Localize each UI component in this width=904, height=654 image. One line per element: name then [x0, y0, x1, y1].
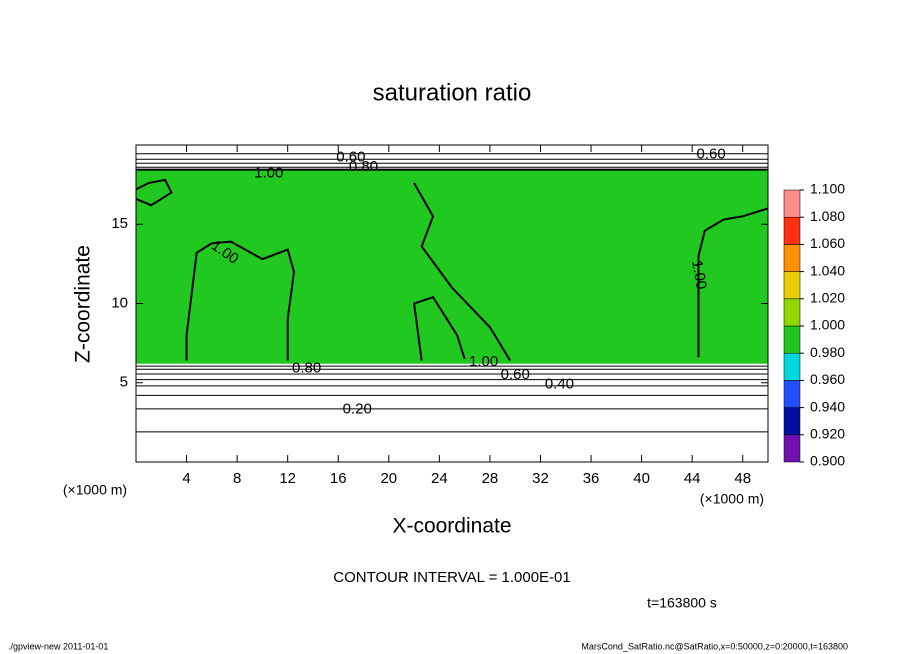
colorbar-tick-label: 0.940: [810, 398, 845, 414]
shaded-region: [136, 170, 768, 364]
x-tick-label: 44: [684, 470, 701, 487]
contour-line: [413, 182, 511, 362]
y-tick-label: 15: [111, 215, 128, 232]
x-tick-label: 32: [532, 470, 549, 487]
colorbar-band: [783, 407, 801, 436]
y-axis-label: Z-coordinate: [72, 245, 95, 363]
colorbar-band: [783, 352, 801, 381]
contour-label: 0.80: [292, 359, 321, 376]
y-tick-label: 10: [111, 294, 128, 311]
x-tick-label: 16: [330, 470, 347, 487]
colorbar-tick-label: 1.100: [810, 181, 845, 197]
contour-label: 0.60: [501, 366, 530, 383]
x-tick-label: 20: [380, 470, 397, 487]
colorbar-tick-label: 1.060: [810, 235, 845, 251]
contour-label: 1.00: [469, 353, 498, 370]
colorbar-tick-label: 1.080: [810, 208, 845, 224]
contour-label: 1.00: [688, 259, 710, 291]
colorbar-band: [783, 271, 801, 300]
contour-line: [697, 207, 768, 358]
colorbar-band: [783, 216, 801, 245]
contour-label: 0.60: [336, 149, 365, 166]
x-unit: (×1000 m): [700, 491, 764, 507]
contour-label: 0.40: [545, 375, 574, 392]
colorbar-tick-label: 1.000: [810, 317, 845, 333]
x-tick-label: 12: [279, 470, 296, 487]
x-tick-label: 8: [233, 470, 241, 487]
contour-label: 0.20: [343, 401, 372, 418]
contour-interval: CONTOUR INTERVAL = 1.000E-01: [333, 569, 570, 586]
colorbar-band: [783, 325, 801, 354]
y-tick-label: 5: [120, 374, 128, 391]
colorbar-tick-label: 0.920: [810, 426, 845, 442]
colorbar-tick-label: 1.040: [810, 262, 845, 278]
x-axis-label: X-coordinate: [392, 515, 511, 538]
plot-area: 1.00 0.800.60 0.601.001.000.80 1.000.600.40…: [136, 145, 768, 433]
x-tick-label: 40: [633, 470, 650, 487]
colorbar-tick-label: 0.960: [810, 371, 845, 387]
colorbar-band: [783, 380, 801, 408]
contour-label: 0.60: [697, 145, 726, 162]
x-tick-label: 4: [182, 470, 190, 487]
x-tick-label: 24: [431, 470, 448, 487]
colorbar-band: [783, 298, 801, 327]
chart-title: saturation ratio: [373, 79, 532, 106]
contour-label: 1.00: [254, 164, 283, 181]
contour-line: [136, 178, 173, 207]
contour-label: 0.80: [349, 158, 378, 175]
footer-left: ./gpview-new 2011-01-01: [8, 641, 108, 651]
contour-line: [412, 295, 466, 361]
colorbar-band: [783, 434, 801, 463]
colorbar-band: [783, 244, 801, 272]
colorbar-tick-label: 0.980: [810, 344, 845, 360]
x-tick-label: 36: [583, 470, 600, 487]
colorbar-band: [783, 189, 801, 218]
x-tick-label: 28: [482, 470, 499, 487]
x-tick-label: 48: [734, 470, 751, 487]
footer-right: MarsCond_SatRatio.nc@SatRatio,x=0:50000,…: [581, 641, 848, 651]
contour-line: [185, 240, 296, 361]
time-label: t=163800 s: [647, 595, 717, 611]
y-unit: (×1000 m): [63, 482, 127, 498]
colorbar-tick-label: 1.020: [810, 290, 845, 306]
colorbar-tick-label: 0.900: [810, 453, 845, 469]
